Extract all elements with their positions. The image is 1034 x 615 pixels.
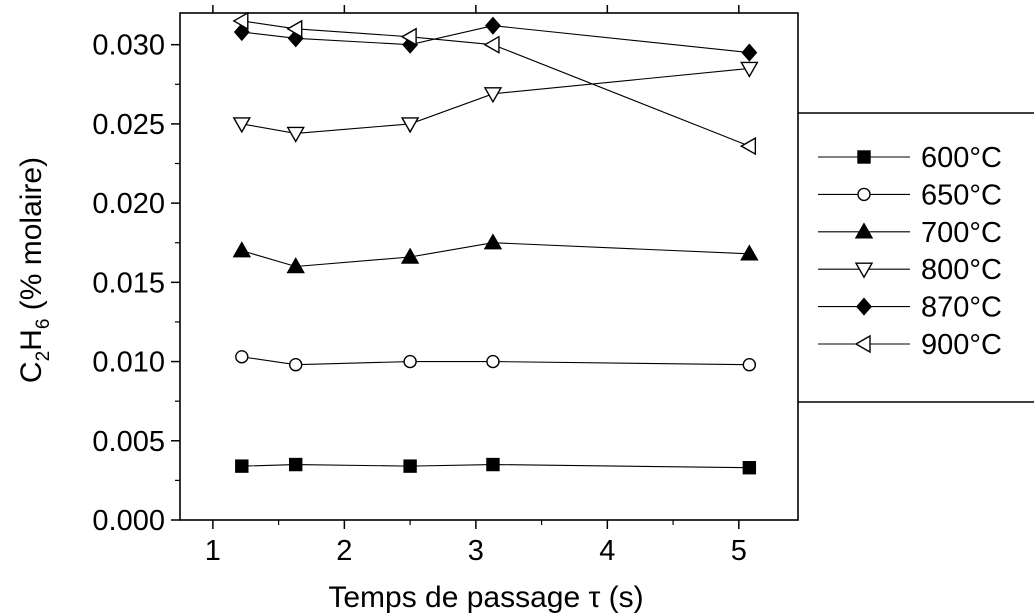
series-layer [232, 11, 759, 475]
y-axis-title: C2H6 (% molaire) [15, 157, 54, 383]
x-tick-label: 3 [468, 535, 484, 567]
legend-label-870c: 870°C [921, 292, 1002, 324]
data-point-650c [289, 358, 303, 372]
data-point-800c [286, 126, 305, 143]
legend-marker-870c [856, 297, 872, 316]
legend-marker-650c [857, 187, 871, 202]
data-point-870c [485, 16, 501, 35]
y-tick-label: 0.025 [92, 109, 165, 141]
data-point-900c [232, 11, 249, 31]
legend-marker-700c [854, 222, 874, 239]
y-tick-label: 0.015 [92, 267, 165, 299]
y-tick-label: 0.030 [92, 30, 165, 62]
legend-label-900c: 900°C [921, 329, 1002, 361]
data-point-800c [740, 61, 759, 78]
data-point-900c [286, 19, 303, 39]
x-tick-label: 4 [599, 535, 615, 567]
data-point-900c [400, 27, 417, 46]
y-tick-label: 0.020 [92, 188, 165, 220]
axes: 1 2 3 4 5 0.000 0.005 0.010 0.015 0.020 0.025 0.030 [92, 5, 799, 567]
data-point-650c [742, 358, 757, 372]
legend-label-700c: 700°C [921, 217, 1002, 249]
series-900c [232, 11, 757, 156]
y-tick-label: 0.005 [92, 426, 165, 458]
x-axis-title: Temps de passage τ (s) [328, 581, 643, 614]
data-point-900c [483, 35, 500, 54]
data-point-700c [400, 247, 420, 264]
data-point-700c [483, 233, 503, 250]
legend-label-600c: 600°C [921, 142, 1002, 174]
legend-marker-600c [857, 150, 871, 164]
series-870c [233, 16, 758, 62]
legend-label-650c: 650°C [921, 179, 1002, 211]
series-650c [235, 350, 757, 372]
series-700c [232, 233, 759, 274]
x-tick-label: 1 [205, 535, 221, 567]
y-tick-label: 0.010 [92, 347, 165, 379]
series-line-800c [241, 67, 750, 134]
data-point-900c [739, 136, 757, 156]
data-point-650c [486, 354, 500, 369]
data-point-600c [742, 461, 757, 475]
series-800c [232, 61, 759, 143]
data-point-650c [403, 354, 417, 369]
data-point-800c [400, 117, 420, 134]
legend-label-800c: 800°C [921, 254, 1002, 286]
series-600c [235, 457, 757, 475]
y-tick-label: 0.000 [92, 505, 165, 537]
data-point-650c [235, 350, 249, 364]
data-point-600c [235, 459, 249, 473]
data-point-600c [403, 459, 417, 473]
data-point-800c [232, 117, 252, 134]
legend-marker-900c [854, 334, 871, 354]
data-point-700c [740, 244, 759, 261]
x-tick-label: 2 [336, 535, 352, 567]
data-point-870c [741, 43, 758, 62]
x-tick-label: 5 [731, 535, 747, 567]
data-point-600c [289, 457, 303, 472]
legend-marker-800c [854, 262, 874, 279]
data-point-800c [483, 87, 503, 104]
data-point-600c [486, 457, 500, 472]
plot-frame [179, 12, 799, 521]
data-point-700c [232, 241, 252, 258]
data-point-700c [286, 257, 305, 274]
legend: 600°C 650°C 700°C 800°C 870°C 900°C [798, 112, 1034, 403]
